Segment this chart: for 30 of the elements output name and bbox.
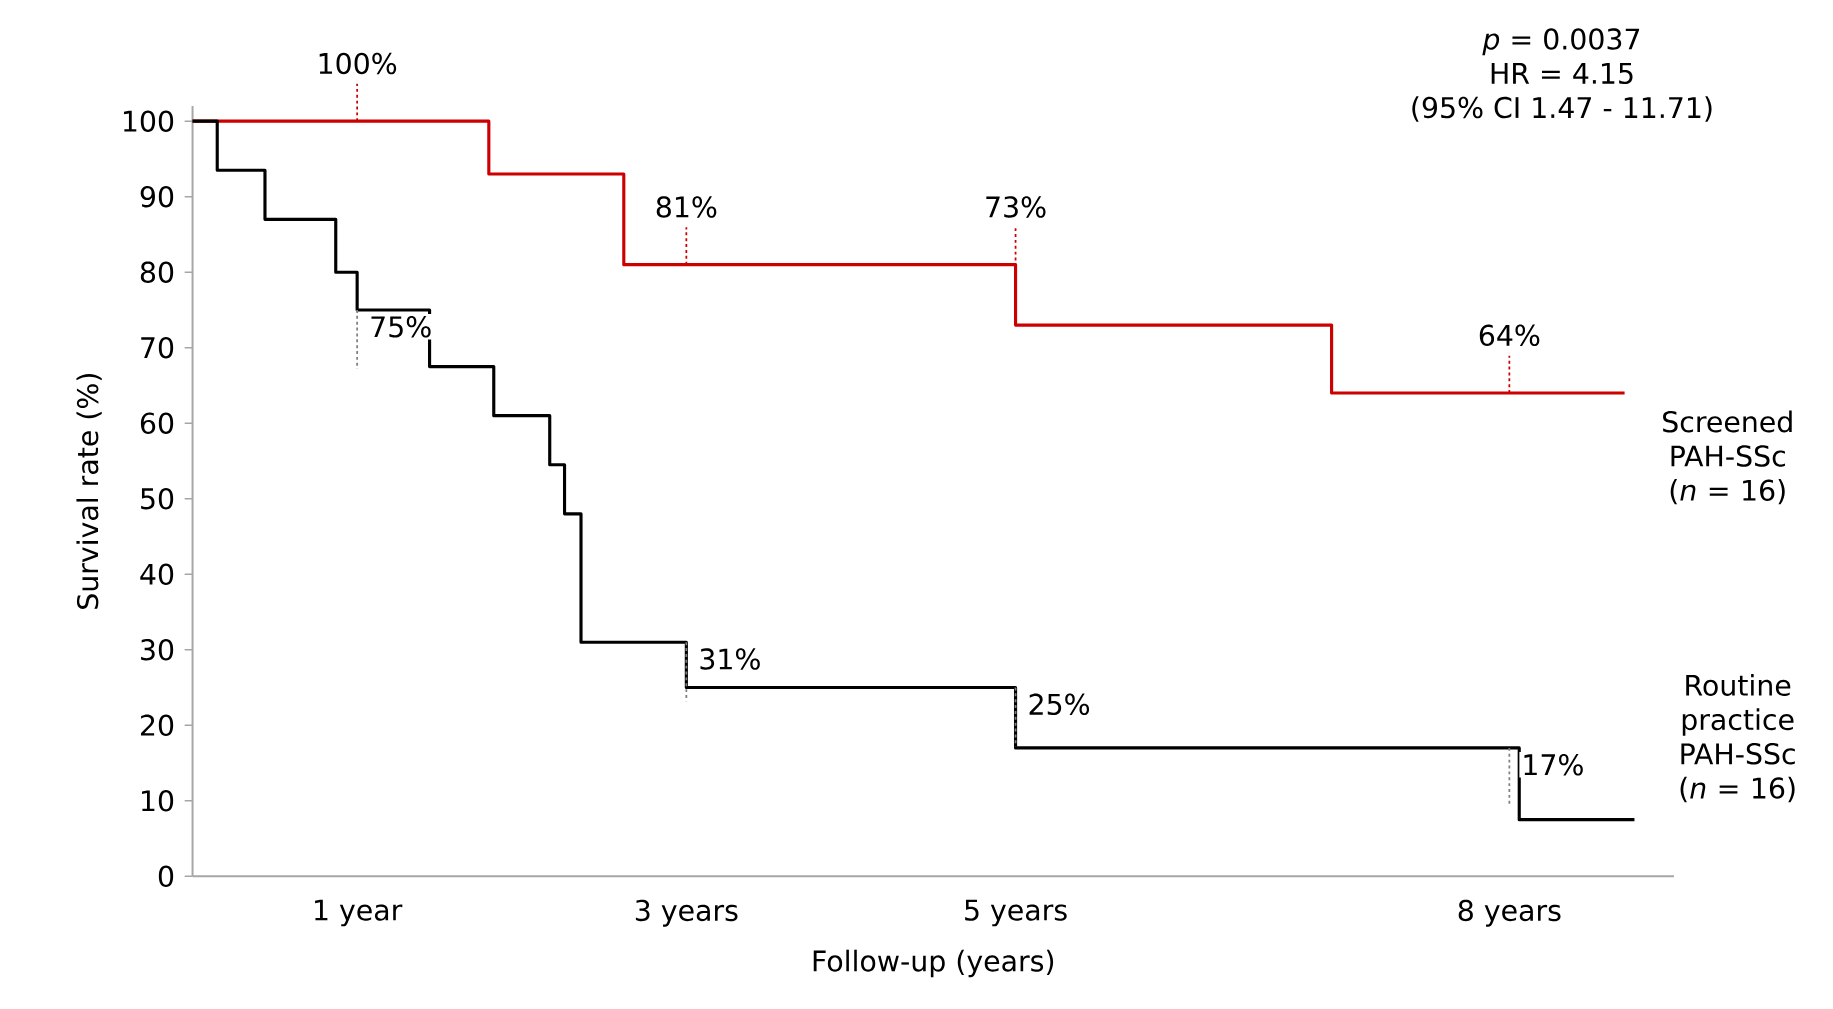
y-tick-label: 20 [140,714,174,737]
annotation: 73% [986,196,1046,218]
y-tick-label: 80 [140,261,174,283]
series-label: Routine practice PAH-SSc (n = 16) [1680,674,1795,803]
y-tick-label: 60 [140,412,174,434]
y-tick-label: 40 [140,563,174,586]
annotation: 25% [1029,693,1090,716]
y-tick-label: 100 [123,110,174,132]
annotation: 31% [700,648,760,670]
x-tick-label: 1 year [315,899,403,927]
y-tick-label: 90 [140,186,174,208]
annotation: 75% [371,316,431,338]
y-tick-label: 0 [158,865,174,888]
y-tick-label: 10 [142,790,174,812]
x-tick-label: 5 years [965,899,1067,927]
y-tick-label: 70 [141,337,174,359]
text: p = 0.0037 [1482,28,1640,56]
y-axis-title: Survival rate (%) [76,374,102,609]
series-label: Screened PAH-SSc (n = 16) [1663,410,1792,505]
text: HR = 4.15 [1491,62,1633,85]
annotation: 64% [1479,324,1540,347]
y-tick-label: 30 [141,639,174,661]
annotation: 17% [1524,754,1583,776]
x-axis-title: Follow-up (years) [813,949,1054,978]
y-tick-label: 50 [141,488,174,510]
annotation: 81% [656,196,717,218]
x-tick-label: 3 years [635,899,738,927]
x-tick-label: 8 years [1458,899,1561,927]
annotation: 100% [319,52,397,75]
annotation: (95% CI 1.47 - 11.71) [1412,96,1712,122]
